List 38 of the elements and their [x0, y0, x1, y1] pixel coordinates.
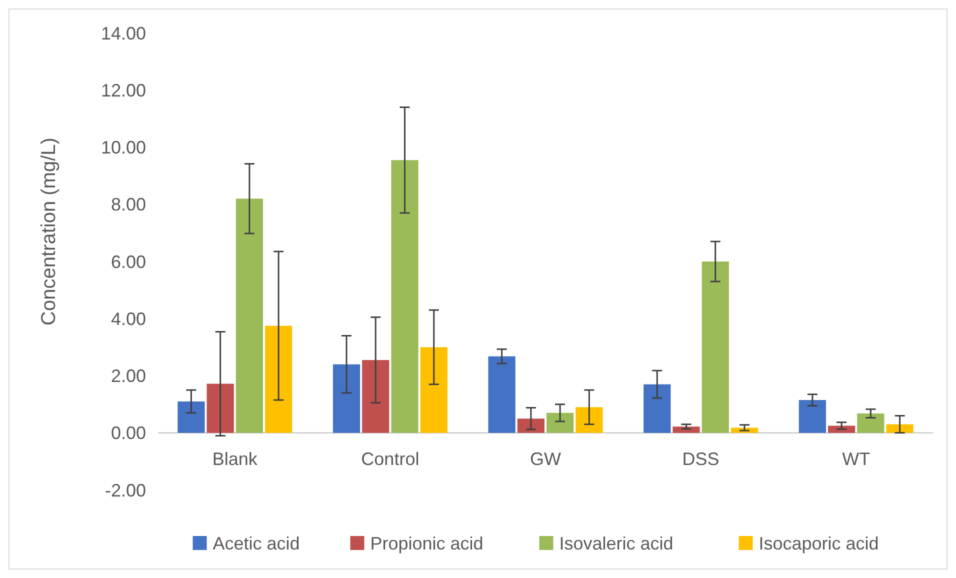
x-tick-label: Control	[361, 448, 420, 469]
bar	[265, 326, 292, 433]
x-tick-label: Blank	[212, 448, 258, 469]
y-tick-label: 10.00	[100, 138, 146, 158]
legend-label: Isovaleric acid	[559, 533, 674, 554]
bar	[391, 160, 418, 433]
y-tick-label: 2.00	[110, 366, 146, 386]
y-axis-title: Concentration (mg/L)	[38, 138, 60, 326]
bar	[332, 364, 360, 433]
bar	[672, 426, 700, 433]
y-tick-label: -2.00	[104, 480, 146, 500]
bar	[886, 424, 914, 433]
bar	[798, 400, 826, 433]
bar	[644, 384, 671, 433]
y-tick-label: 12.00	[100, 80, 146, 100]
bar	[576, 407, 603, 433]
bar	[178, 401, 205, 433]
y-tick-label: 14.00	[100, 23, 146, 44]
bar	[488, 356, 516, 433]
bar	[362, 360, 390, 433]
bar	[828, 426, 856, 433]
y-tick-label: 4.00	[110, 308, 146, 329]
bar	[236, 198, 263, 433]
bar	[517, 418, 544, 433]
bar	[420, 347, 448, 433]
bar	[206, 384, 234, 433]
x-tick-label: GW	[530, 448, 561, 469]
bar	[546, 412, 574, 433]
x-tick-label: DSS	[682, 448, 720, 469]
y-tick-label: 0.00	[110, 423, 146, 444]
legend-label: Isocaporic acid	[758, 533, 879, 554]
y-tick-label: 8.00	[110, 194, 146, 215]
y-tick-label: 6.00	[110, 252, 146, 272]
bar	[702, 262, 729, 433]
x-tick-label: WT	[842, 448, 870, 469]
bar	[857, 413, 884, 433]
legend-label: Propionic acid	[370, 533, 484, 554]
legend-label: Acetic acid	[212, 533, 300, 554]
